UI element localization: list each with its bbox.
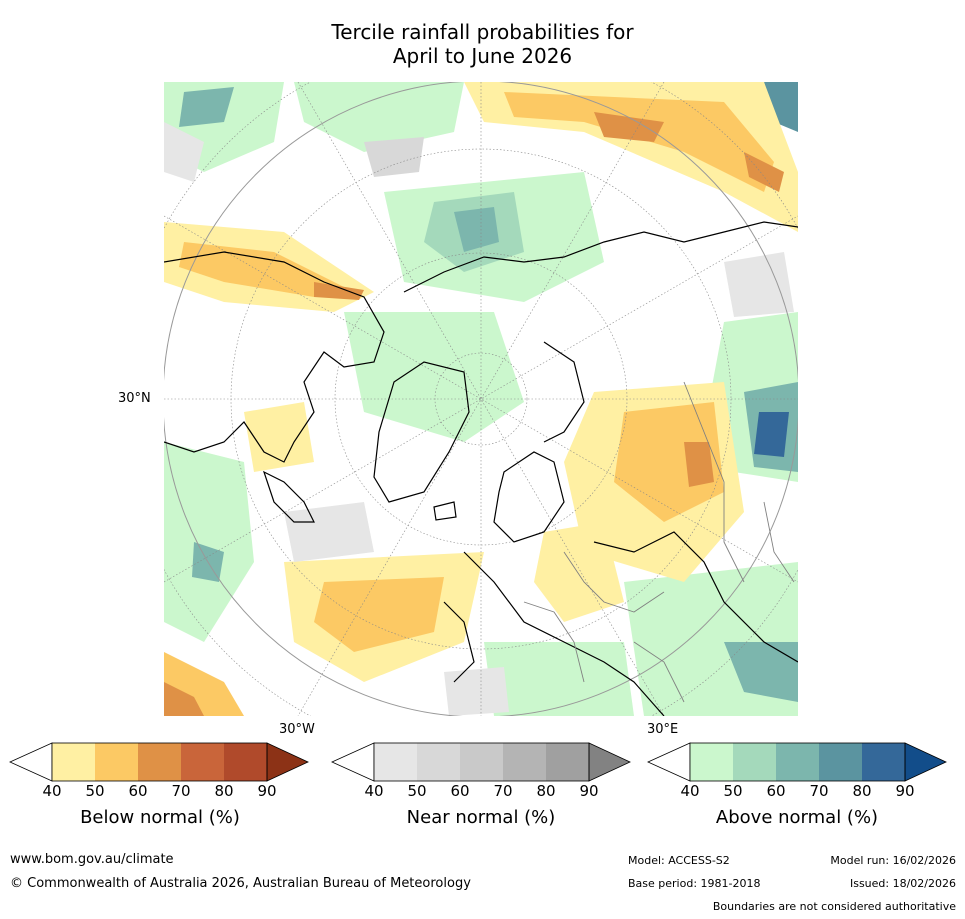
cbar-above-title: Above normal (%) [715, 807, 879, 828]
cbar-near-extend-high [588, 742, 631, 782]
cbar-near-tick: 40 [364, 782, 384, 800]
cbar-above-tick: 90 [895, 782, 915, 800]
cbar-below-tick: 80 [214, 782, 234, 800]
lon-label-30w: 30°W [279, 722, 315, 737]
cbar-near-tick: 90 [579, 782, 599, 800]
cbar-near-bin-60-70 [460, 743, 503, 781]
title-line-2: April to June 2026 [392, 44, 573, 68]
map-canvas [164, 82, 798, 716]
colorbar-below-normal-svg [9, 742, 309, 782]
boundaries-disclaimer: Boundaries are not considered authoritat… [712, 900, 956, 913]
cbar-above-extend-low [647, 742, 691, 782]
polar-rainfall-map[interactable] [164, 82, 798, 716]
cbar-below-extend-low [9, 742, 53, 782]
colorbar-near-normal [331, 742, 631, 782]
model-run-date: Model run: 16/02/2026 [830, 854, 956, 867]
cbar-near-bin-50-60 [417, 743, 460, 781]
cbar-below-tick: 90 [257, 782, 277, 800]
cbar-near-tick: 60 [450, 782, 470, 800]
cbar-above-bin-40-50 [690, 743, 733, 781]
cbar-below-extend-high [266, 742, 309, 782]
cbar-near-tick: 80 [536, 782, 556, 800]
colorbar-above-normal [647, 742, 947, 782]
graticule [164, 82, 798, 716]
cbar-above-bin-50-60 [733, 743, 776, 781]
cbar-above-tick: 60 [766, 782, 786, 800]
colorbar-above-normal-svg [647, 742, 947, 782]
issued-date: Issued: 18/02/2026 [849, 877, 956, 890]
coastlines [164, 221, 798, 716]
map-title: Tercile rainfall probabilities for April… [0, 20, 965, 68]
cbar-below-tick: 70 [171, 782, 191, 800]
cbar-near-bin-40-50 [374, 743, 417, 781]
cbar-below-bin-60-70 [138, 743, 181, 781]
cbar-above-bin-70-80 [819, 743, 862, 781]
cbar-below-bin-80-90 [224, 743, 267, 781]
cbar-above-tick: 80 [852, 782, 872, 800]
lat-label-30n: 30°N [118, 391, 151, 406]
cbar-above-tick: 40 [680, 782, 700, 800]
cbar-below-tick: 50 [85, 782, 105, 800]
cbar-near-bin-70-80 [503, 743, 546, 781]
cbar-near-extend-low [331, 742, 375, 782]
copyright-text: © Commonwealth of Australia 2026, Austra… [10, 876, 471, 891]
cbar-near-tick: 70 [493, 782, 513, 800]
cbar-above-bin-80-90 [862, 743, 905, 781]
cbar-above-extend-high [904, 742, 947, 782]
colorbar-near-normal-svg [331, 742, 631, 782]
model-name: Model: ACCESS-S2 [628, 854, 730, 867]
cbar-above-tick: 70 [809, 782, 829, 800]
cbar-near-title: Near normal (%) [406, 807, 556, 828]
cbar-near-tick: 50 [407, 782, 427, 800]
cbar-below-tick: 60 [128, 782, 148, 800]
cbar-above-tick: 50 [723, 782, 743, 800]
cbar-below-title: Below normal (%) [80, 807, 240, 828]
base-period: Base period: 1981-2018 [628, 877, 761, 890]
cbar-below-bin-40-50 [52, 743, 95, 781]
title-line-1: Tercile rainfall probabilities for [331, 20, 634, 44]
cbar-above-bin-60-70 [776, 743, 819, 781]
country-borders [523, 381, 795, 703]
lon-label-30e: 30°E [647, 722, 679, 737]
cbar-below-tick: 40 [42, 782, 62, 800]
cbar-below-bin-70-80 [181, 743, 224, 781]
bom-url-link[interactable]: www.bom.gov.au/climate [10, 852, 174, 867]
colorbar-below-normal [9, 742, 309, 782]
cbar-below-bin-50-60 [95, 743, 138, 781]
cbar-near-bin-80-90 [546, 743, 589, 781]
